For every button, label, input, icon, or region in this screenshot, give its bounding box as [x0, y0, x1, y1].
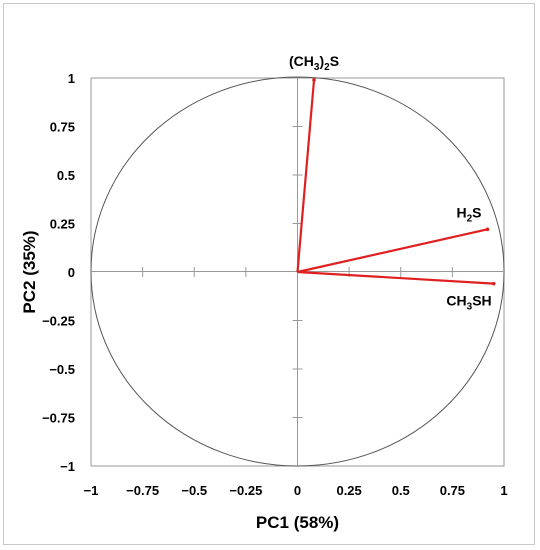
x-tick-label: −0.5: [181, 483, 207, 498]
x-tick-label: −0.75: [126, 483, 159, 498]
loading-vectors: [296, 78, 496, 286]
vector-line: [296, 79, 316, 273]
x-tick-labels: −1 −0.75 −0.5 −0.25 0 0.25 0.5 0.75 1: [84, 483, 508, 498]
y-tick-label: −0.5: [49, 362, 75, 377]
vector-endpoint: [312, 78, 316, 82]
vector-line: [297, 270, 494, 285]
tick-marks: [142, 126, 453, 418]
y-tick-label: 0: [68, 265, 75, 280]
y-tick-label: 0.25: [50, 217, 75, 232]
y-tick-label: 0.5: [57, 168, 75, 183]
y-tick-label: 0.75: [50, 120, 75, 135]
x-tick-label: −1: [84, 483, 99, 498]
x-axis-title: PC1 (58%): [256, 513, 339, 532]
x-tick-label: 0: [294, 483, 301, 498]
x-tick-label: −0.25: [229, 483, 262, 498]
y-tick-label: −0.75: [42, 411, 75, 426]
x-tick-label: 0.5: [392, 483, 410, 498]
vector-endpoint: [485, 227, 490, 232]
y-tick-labels: 1 0.75 0.5 0.25 0 −0.25 −0.5 −0.75 −1: [42, 71, 75, 474]
y-tick-label: −1: [60, 459, 75, 474]
x-tick-label: 0.25: [336, 483, 361, 498]
x-tick-label: 0.75: [440, 483, 465, 498]
y-tick-label: −0.25: [42, 314, 75, 329]
y-axis-title: PC2 (35%): [20, 230, 39, 313]
chart-frame: [3, 3, 535, 545]
y-tick-label: 1: [68, 71, 75, 86]
vector-label: H2S: [456, 204, 481, 224]
vector-labels: (CH3)2S H2S CH3SH: [289, 53, 492, 313]
vector-label: CH3SH: [446, 293, 491, 313]
vector-label: (CH3)2S: [289, 53, 339, 73]
x-tick-label: 1: [500, 483, 507, 498]
vector-endpoint: [491, 281, 496, 286]
vector-line: [297, 228, 488, 274]
